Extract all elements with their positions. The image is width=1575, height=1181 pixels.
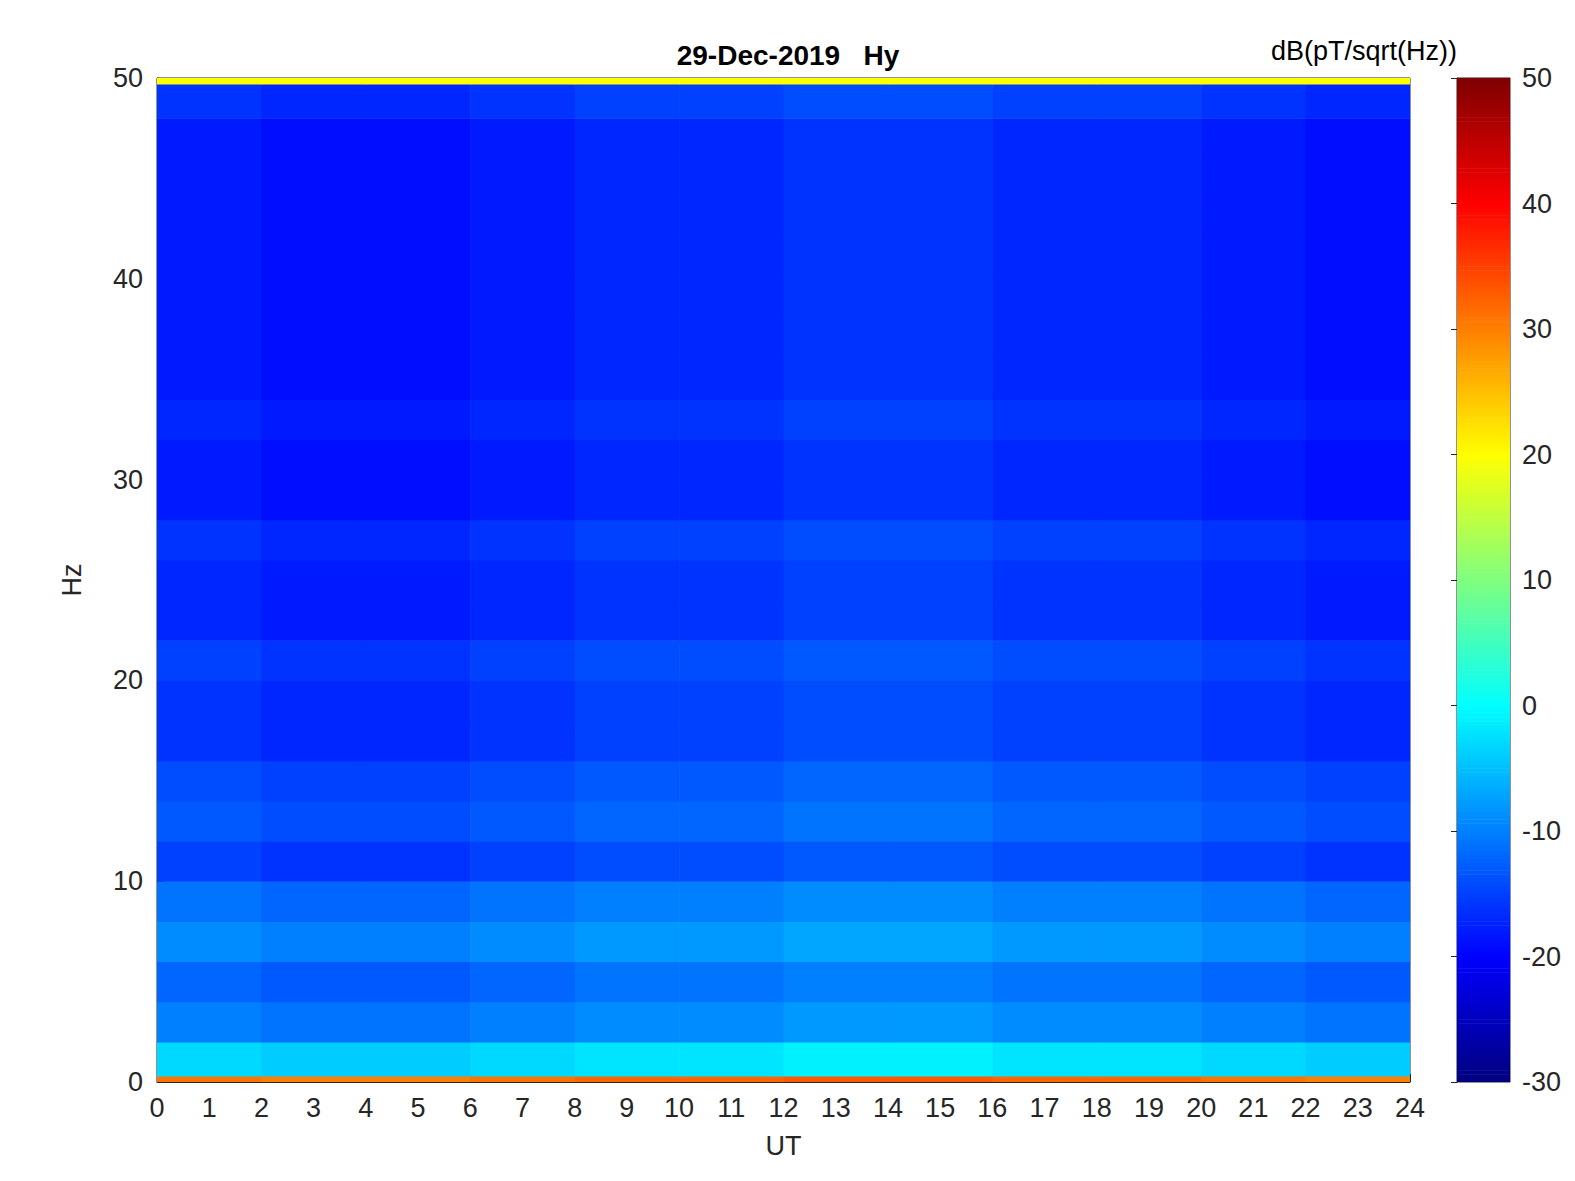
svg-text:17: 17: [1030, 1093, 1060, 1123]
svg-text:18: 18: [1082, 1093, 1112, 1123]
svg-text:29-Dec-2019 Hy: 29-Dec-2019 Hy: [677, 40, 900, 71]
svg-text:-20: -20: [1522, 942, 1561, 972]
svg-text:2: 2: [254, 1093, 269, 1123]
svg-text:0: 0: [1522, 691, 1537, 721]
svg-text:10: 10: [1522, 565, 1552, 595]
svg-text:10: 10: [113, 866, 143, 896]
svg-text:dB(pT/sqrt(Hz)): dB(pT/sqrt(Hz)): [1271, 36, 1457, 66]
svg-text:24: 24: [1395, 1093, 1425, 1123]
svg-text:5: 5: [411, 1093, 426, 1123]
svg-text:13: 13: [821, 1093, 851, 1123]
svg-text:50: 50: [1522, 63, 1552, 93]
svg-text:14: 14: [873, 1093, 903, 1123]
svg-text:-30: -30: [1522, 1067, 1561, 1097]
svg-text:12: 12: [768, 1093, 798, 1123]
svg-text:9: 9: [619, 1093, 634, 1123]
svg-text:15: 15: [925, 1093, 955, 1123]
svg-text:UT: UT: [766, 1131, 802, 1161]
svg-text:16: 16: [977, 1093, 1007, 1123]
svg-text:20: 20: [113, 665, 143, 695]
svg-text:0: 0: [128, 1067, 143, 1097]
svg-text:0: 0: [149, 1093, 164, 1123]
svg-text:11: 11: [717, 1093, 745, 1123]
svg-text:21: 21: [1238, 1093, 1268, 1123]
svg-text:7: 7: [515, 1093, 530, 1123]
svg-text:22: 22: [1291, 1093, 1321, 1123]
svg-text:6: 6: [463, 1093, 478, 1123]
svg-text:10: 10: [664, 1093, 694, 1123]
svg-text:40: 40: [113, 264, 143, 294]
svg-text:3: 3: [306, 1093, 321, 1123]
svg-text:23: 23: [1343, 1093, 1373, 1123]
svg-text:4: 4: [358, 1093, 373, 1123]
svg-text:19: 19: [1134, 1093, 1164, 1123]
svg-text:20: 20: [1186, 1093, 1216, 1123]
svg-text:-10: -10: [1522, 816, 1561, 846]
svg-text:Hz: Hz: [57, 564, 87, 597]
svg-text:30: 30: [113, 465, 143, 495]
svg-text:8: 8: [567, 1093, 582, 1123]
svg-text:40: 40: [1522, 189, 1552, 219]
svg-text:30: 30: [1522, 314, 1552, 344]
svg-text:1: 1: [202, 1093, 217, 1123]
svg-text:20: 20: [1522, 440, 1552, 470]
svg-text:50: 50: [113, 63, 143, 93]
